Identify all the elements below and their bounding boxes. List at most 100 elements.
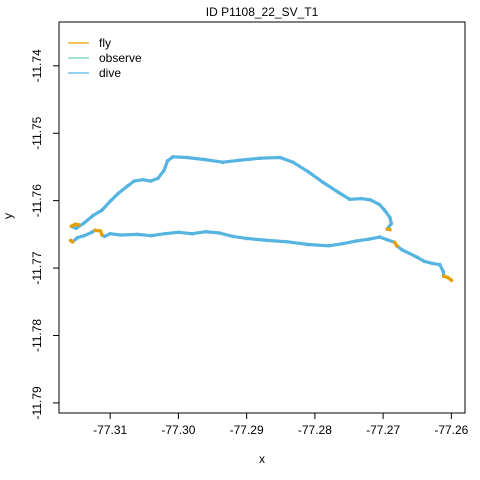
track-point-fly xyxy=(98,229,103,233)
track-point-fly xyxy=(69,224,74,229)
x-tick-label: -77.28 xyxy=(298,423,332,437)
series-fly xyxy=(68,222,454,283)
track-point-dive xyxy=(108,231,112,236)
track-point-dive xyxy=(291,160,295,164)
track-point-dive xyxy=(400,248,405,252)
track-point-dive xyxy=(306,169,310,174)
track-point-dive xyxy=(202,157,207,162)
track-point-dive xyxy=(135,232,140,237)
track-point-dive xyxy=(141,177,145,182)
track-point-dive xyxy=(132,179,136,183)
track-point-dive xyxy=(126,184,130,188)
track-point-dive xyxy=(326,244,331,248)
track-point-dive xyxy=(359,196,364,201)
track-point-dive xyxy=(340,242,345,246)
track-point-fly xyxy=(446,275,450,280)
track-point-fly xyxy=(395,244,399,248)
track-point-dive xyxy=(190,231,194,236)
track-point-dive xyxy=(415,255,420,260)
track-point-dive xyxy=(75,235,80,240)
track-point-dive xyxy=(91,213,95,218)
y-tick-label: -11.78 xyxy=(30,319,44,352)
track-point-dive xyxy=(441,269,446,274)
y-axis-label: y xyxy=(1,213,15,219)
track-point-dive xyxy=(176,230,181,235)
track-point-dive xyxy=(278,155,282,160)
track-point-dive xyxy=(347,197,352,202)
track-point-dive xyxy=(422,259,426,264)
track-point-dive xyxy=(108,199,112,204)
x-tick-label: -77.27 xyxy=(366,423,400,437)
track-point-dive xyxy=(82,233,86,238)
track-point-fly xyxy=(73,222,78,226)
track-point-dive xyxy=(217,231,222,235)
track-point-dive xyxy=(337,190,341,195)
track-point-fly xyxy=(93,228,97,233)
track-point-dive xyxy=(171,155,175,159)
x-axis-label: x xyxy=(259,452,265,466)
track-point-dive xyxy=(238,158,242,162)
track-point-dive xyxy=(385,237,390,242)
track-point-dive xyxy=(165,159,170,163)
y-tick-label: -11.76 xyxy=(30,184,44,217)
chart-title: ID P1108_22_SV_T1 xyxy=(206,5,319,19)
y-tick-label: -11.77 xyxy=(30,251,44,284)
track-point-dive xyxy=(231,234,235,239)
track-point-dive xyxy=(149,233,153,238)
track-point-fly xyxy=(100,233,104,237)
plot-frame xyxy=(58,21,466,414)
track-point-dive xyxy=(369,198,373,202)
legend-label: fly xyxy=(99,36,111,50)
track-point-fly xyxy=(442,274,446,279)
x-tick-label: -77.31 xyxy=(93,423,127,437)
track-point-fly xyxy=(77,223,81,227)
track-point-dive xyxy=(100,208,104,212)
x-tick-label: -77.29 xyxy=(230,423,264,437)
track-point-dive xyxy=(118,233,123,237)
track-point-dive xyxy=(156,176,160,181)
y-axis: -11.74 -11.75 -11.76 -11.77 -11.78 -11.79 xyxy=(30,49,59,419)
track-point-fly xyxy=(385,227,390,231)
legend-item-dive: dive xyxy=(68,66,121,80)
track-point-dive xyxy=(285,240,290,244)
legend-label: dive xyxy=(99,66,121,80)
legend-label: observe xyxy=(99,51,142,65)
track-point-dive xyxy=(321,180,325,185)
track-point-fly xyxy=(392,240,397,245)
series-layer xyxy=(68,155,454,283)
track-point-dive xyxy=(265,238,269,243)
track-point-dive xyxy=(102,234,107,239)
track-point-dive xyxy=(116,191,121,195)
legend-item-fly: fly xyxy=(68,36,111,50)
track-point-fly xyxy=(388,227,392,232)
track-point-dive xyxy=(90,230,94,235)
track-point-fly xyxy=(449,278,454,283)
track-point-dive xyxy=(367,237,372,241)
track-point-dive xyxy=(377,235,382,239)
track-point-dive xyxy=(389,221,394,226)
y-tick-label: -11.79 xyxy=(30,386,44,419)
track-point-dive xyxy=(148,179,153,183)
x-axis: -77.31 -77.30 -77.29 -77.28 -77.27 -77.26 xyxy=(93,413,469,437)
track-point-fly xyxy=(70,240,75,244)
track-point-dive xyxy=(306,242,310,247)
track-point-dive xyxy=(382,208,387,212)
track-point-dive xyxy=(354,239,358,243)
track-point-dive xyxy=(407,251,411,255)
track-point-dive xyxy=(74,226,78,231)
track-point-dive xyxy=(430,261,435,266)
track-point-dive xyxy=(377,202,382,207)
track-point-dive xyxy=(388,215,392,220)
x-tick-label: -77.26 xyxy=(434,423,468,437)
track-point-dive xyxy=(438,262,442,267)
track-point-dive xyxy=(203,229,208,234)
series-dive xyxy=(69,155,446,279)
track-point-dive xyxy=(258,156,263,160)
track-point-dive xyxy=(184,155,189,160)
track-point-dive xyxy=(244,236,249,241)
track-point-dive xyxy=(162,168,166,173)
y-tick-label: -11.75 xyxy=(30,116,44,149)
track-point-dive xyxy=(163,231,167,236)
